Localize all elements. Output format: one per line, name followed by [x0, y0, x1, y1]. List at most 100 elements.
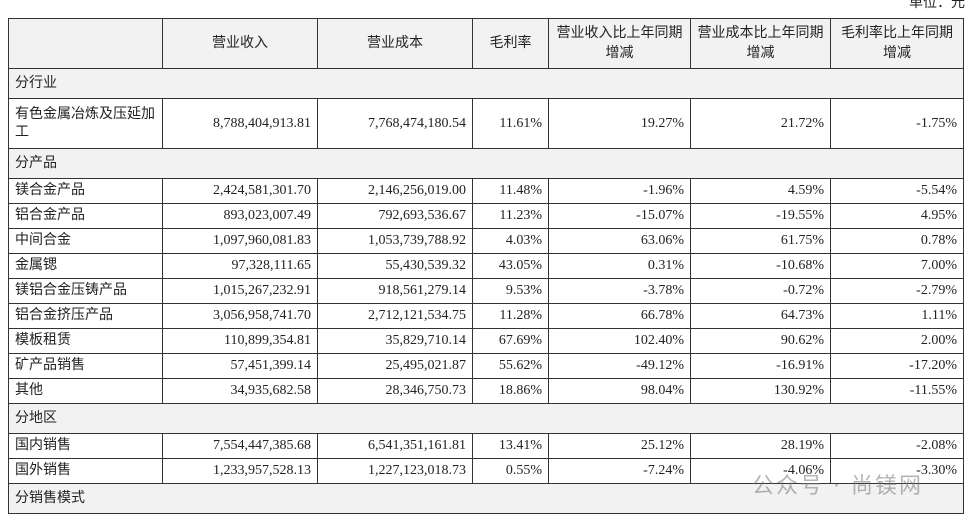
cell: -17.20% — [830, 353, 964, 379]
cell: 18.86% — [472, 378, 549, 404]
cell: 110,899,354.81 — [162, 328, 318, 354]
cell: 90.62% — [690, 328, 831, 354]
cell: -15.07% — [548, 203, 691, 229]
cell: 19.27% — [548, 98, 691, 149]
cell: 11.28% — [472, 303, 549, 329]
data-row: 铝合金挤压产品 3,056,958,741.70 2,712,121,534.75 1… — [8, 303, 964, 329]
data-row: 其他 34,935,682.58 28,346,750.73 18.86% 98.04%… — [8, 378, 964, 404]
row-label: 镁合金产品 — [8, 178, 163, 204]
cell: 7,768,474,180.54 — [317, 98, 473, 149]
data-row: 模板租赁 110,899,354.81 35,829,710.14 67.69% 102… — [8, 328, 964, 354]
row-label: 矿产品销售 — [8, 353, 163, 379]
cell: -2.79% — [830, 278, 964, 304]
cell: 0.31% — [548, 253, 691, 279]
section-row: 分行业 — [8, 68, 964, 99]
row-label: 有色金属冶炼及压延加工 — [8, 98, 163, 149]
cell: 67.69% — [472, 328, 549, 354]
cell: 4.03% — [472, 228, 549, 254]
row-label: 国内销售 — [8, 433, 163, 459]
cell: 4.95% — [830, 203, 964, 229]
cell: 98.04% — [548, 378, 691, 404]
cell: 9.53% — [472, 278, 549, 304]
cell: 43.05% — [472, 253, 549, 279]
cell: 11.23% — [472, 203, 549, 229]
cell: 21.72% — [690, 98, 831, 149]
table-body: 分行业 有色金属冶炼及压延加工 8,788,404,913.81 7,768,474,… — [8, 68, 964, 514]
section-label: 分销售模式 — [8, 483, 964, 514]
row-label: 模板租赁 — [8, 328, 163, 354]
data-row: 铝合金产品 893,023,007.49 792,693,536.67 11.23% -… — [8, 203, 964, 229]
cell: 57,451,399.14 — [162, 353, 318, 379]
cell: -7.24% — [548, 458, 691, 484]
column-header: 营业成本比上年同期增减 — [690, 18, 831, 69]
cell: 13.41% — [472, 433, 549, 459]
watermark: 公众号 · 尚镁网 — [752, 474, 923, 499]
section-row: 分销售模式 — [8, 483, 964, 514]
header-row: 营业收入 营业成本 毛利率 营业收入比上年同期增减 营业成本比上年同期增减 毛利率比上年同… — [8, 18, 964, 69]
cell: 55.62% — [472, 353, 549, 379]
data-row: 国外销售 1,233,957,528.13 1,227,123,018.73 0.55… — [8, 458, 964, 484]
cell: 2.00% — [830, 328, 964, 354]
cell: 130.92% — [690, 378, 831, 404]
column-header — [8, 18, 163, 69]
row-label: 其他 — [8, 378, 163, 404]
unit-note: 单位：元 — [909, 0, 965, 11]
cell: 55,430,539.32 — [317, 253, 473, 279]
cell: 2,146,256,019.00 — [317, 178, 473, 204]
cell: 102.40% — [548, 328, 691, 354]
cell: -0.72% — [690, 278, 831, 304]
cell: 6,541,351,161.81 — [317, 433, 473, 459]
cell: 66.78% — [548, 303, 691, 329]
cell: 1.11% — [830, 303, 964, 329]
cell: 7,554,447,385.68 — [162, 433, 318, 459]
cell: 2,424,581,301.70 — [162, 178, 318, 204]
row-label: 中间合金 — [8, 228, 163, 254]
cell: 3,056,958,741.70 — [162, 303, 318, 329]
cell: -10.68% — [690, 253, 831, 279]
cell: 7.00% — [830, 253, 964, 279]
column-header: 营业收入比上年同期增减 — [548, 18, 691, 69]
row-label: 镁铝合金压铸产品 — [8, 278, 163, 304]
data-row: 金属锶 97,328,111.65 55,430,539.32 43.05% 0.31%… — [8, 253, 964, 279]
cell: 918,561,279.14 — [317, 278, 473, 304]
cell: -5.54% — [830, 178, 964, 204]
cell: 25.12% — [548, 433, 691, 459]
cell: -19.55% — [690, 203, 831, 229]
cell: 61.75% — [690, 228, 831, 254]
cell: 1,015,267,232.91 — [162, 278, 318, 304]
column-header: 营业收入 — [162, 18, 318, 69]
cell: 8,788,404,913.81 — [162, 98, 318, 149]
data-row: 矿产品销售 57,451,399.14 25,495,021.87 55.62% -49… — [8, 353, 964, 379]
data-table: 营业收入 营业成本 毛利率 营业收入比上年同期增减 营业成本比上年同期增减 毛利率比上年同… — [8, 18, 964, 514]
cell: 0.78% — [830, 228, 964, 254]
section-label: 分产品 — [8, 148, 964, 179]
cell: 35,829,710.14 — [317, 328, 473, 354]
cell: -49.12% — [548, 353, 691, 379]
data-row: 国内销售 7,554,447,385.68 6,541,351,161.81 13.4… — [8, 433, 964, 459]
cell: 63.06% — [548, 228, 691, 254]
cell: -1.96% — [548, 178, 691, 204]
data-row: 中间合金 1,097,960,081.83 1,053,739,788.92 4.03… — [8, 228, 964, 254]
cell: -3.78% — [548, 278, 691, 304]
cell: 1,053,739,788.92 — [317, 228, 473, 254]
cell: -11.55% — [830, 378, 964, 404]
cell: 0.55% — [472, 458, 549, 484]
cell: 1,097,960,081.83 — [162, 228, 318, 254]
data-row: 有色金属冶炼及压延加工 8,788,404,913.81 7,768,474,180… — [8, 98, 964, 149]
cell: 28.19% — [690, 433, 831, 459]
cell: 34,935,682.58 — [162, 378, 318, 404]
cell: -3.30% — [830, 458, 964, 484]
cell: 893,023,007.49 — [162, 203, 318, 229]
cell: 97,328,111.65 — [162, 253, 318, 279]
cell: 25,495,021.87 — [317, 353, 473, 379]
cell: 792,693,536.67 — [317, 203, 473, 229]
row-label: 铝合金产品 — [8, 203, 163, 229]
cell: 28,346,750.73 — [317, 378, 473, 404]
section-label: 分行业 — [8, 68, 964, 99]
cell: 1,227,123,018.73 — [317, 458, 473, 484]
row-label: 国外销售 — [8, 458, 163, 484]
cell: 1,233,957,528.13 — [162, 458, 318, 484]
data-row: 镁铝合金压铸产品 1,015,267,232.91 918,561,279.14 9.… — [8, 278, 964, 304]
cell: 11.48% — [472, 178, 549, 204]
